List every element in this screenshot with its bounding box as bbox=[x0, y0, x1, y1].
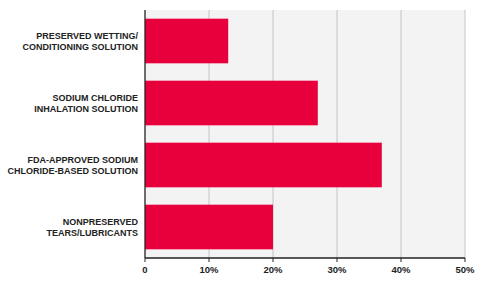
category-label: FDA-APPROVED SODIUMCHLORIDE-BASED SOLUTI… bbox=[8, 155, 139, 176]
bar bbox=[145, 19, 228, 64]
category-label: PRESERVED WETTING/CONDITIONING SOLUTION bbox=[23, 31, 139, 52]
x-tick-label: 20% bbox=[263, 264, 283, 275]
grid-line bbox=[465, 10, 466, 258]
plot-background bbox=[145, 10, 465, 258]
grid-line bbox=[145, 10, 146, 258]
bar bbox=[145, 205, 273, 250]
x-tick bbox=[337, 258, 338, 262]
category-label: NONPRESERVEDTEARS/LUBRICANTS bbox=[47, 217, 139, 238]
x-tick-label: 30% bbox=[327, 264, 347, 275]
chart: 0 10% 20% 30% 40% 50% PRESERVED WETTING/CONDIT… bbox=[0, 0, 483, 288]
x-tick bbox=[209, 258, 210, 262]
grid bbox=[145, 10, 465, 258]
grid-line bbox=[401, 10, 402, 258]
bar bbox=[145, 81, 318, 126]
x-tick bbox=[145, 258, 146, 262]
zero-line bbox=[144, 10, 145, 258]
bars bbox=[145, 19, 382, 250]
x-axis-line bbox=[145, 257, 465, 259]
x-tick bbox=[273, 258, 274, 262]
x-tick-label: 0 bbox=[142, 264, 147, 275]
x-tick-label: 40% bbox=[391, 264, 411, 275]
category-labels: PRESERVED WETTING/CONDITIONING SOLUTION S… bbox=[8, 31, 139, 238]
x-tick-label: 10% bbox=[199, 264, 219, 275]
x-tick-label: 50% bbox=[455, 264, 475, 275]
x-axis: 0 10% 20% 30% 40% 50% bbox=[142, 10, 475, 275]
x-tick bbox=[465, 258, 466, 262]
chart-container: 0 10% 20% 30% 40% 50% PRESERVED WETTING/CONDIT… bbox=[0, 0, 483, 288]
bar bbox=[145, 143, 382, 188]
x-tick bbox=[401, 258, 402, 262]
grid-line bbox=[337, 10, 338, 258]
category-label: SODIUM CHLORIDEINHALATION SOLUTION bbox=[34, 93, 138, 114]
